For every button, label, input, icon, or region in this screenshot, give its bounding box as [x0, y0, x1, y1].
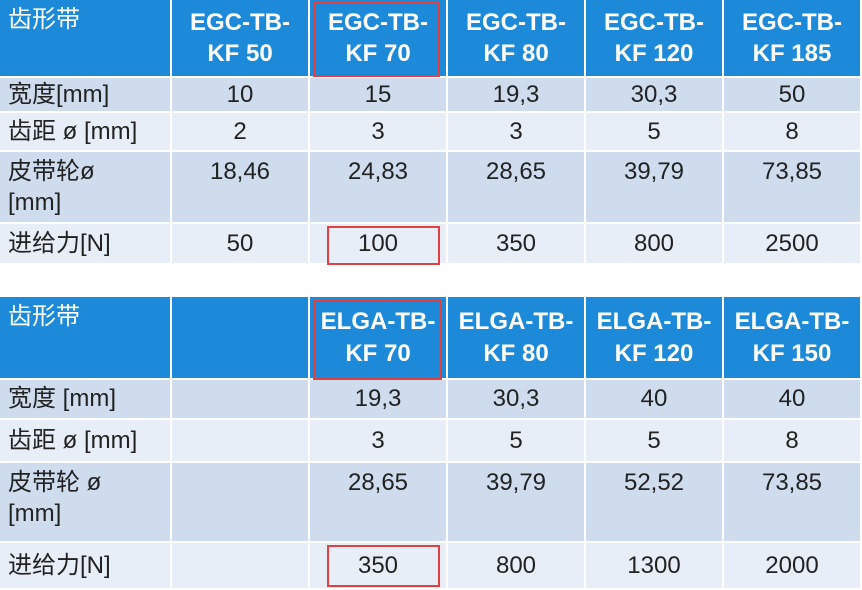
table-cell: 73,85: [724, 463, 860, 541]
table-cell: 5: [448, 420, 584, 461]
table-cell: 30,3: [586, 78, 722, 111]
table-cell: 2000: [724, 543, 860, 588]
table-cell: 8: [724, 113, 860, 150]
table-cell: 皮带轮ø [mm]: [0, 152, 170, 222]
table-cell: 30,3: [448, 380, 584, 418]
table-cell: EGC-TB- KF 185: [724, 0, 860, 76]
table-cell: 100: [310, 224, 446, 263]
table-cell: 5: [586, 113, 722, 150]
table-cell: 19,3: [310, 380, 446, 418]
table-cell: 皮带轮 ø [mm]: [0, 463, 170, 541]
table-cell: ELGA-TB- KF 70: [310, 297, 446, 378]
table-cell: 10: [172, 78, 308, 111]
table-cell: 52,52: [586, 463, 722, 541]
table-cell: 28,65: [310, 463, 446, 541]
table-cell: 5: [586, 420, 722, 461]
table-cell: 3: [310, 113, 446, 150]
table-cell: 40: [586, 380, 722, 418]
table-cell: 进给力[N]: [0, 224, 170, 263]
table-cell: EGC-TB- KF 70: [310, 0, 446, 76]
table-cell: 350: [310, 543, 446, 588]
table-cell: ELGA-TB- KF 120: [586, 297, 722, 378]
table-cell: 39,79: [586, 152, 722, 222]
table-cell: 40: [724, 380, 860, 418]
table-cell: 1300: [586, 543, 722, 588]
table-cell: 24,83: [310, 152, 446, 222]
table-cell: 宽度 [mm]: [0, 380, 170, 418]
table-cell: 宽度[mm]: [0, 78, 170, 111]
table-cell: 73,85: [724, 152, 860, 222]
table-cell: 3: [448, 113, 584, 150]
table-cell: 进给力[N]: [0, 543, 170, 588]
table-cell: [172, 543, 308, 588]
table-cell: 800: [586, 224, 722, 263]
table-cell: EGC-TB- KF 120: [586, 0, 722, 76]
table-cell: 3: [310, 420, 446, 461]
table-cell: 齿距 ø [mm]: [0, 113, 170, 150]
table-cell: 8: [724, 420, 860, 461]
table-cell: 50: [724, 78, 860, 111]
table-cell: 50: [172, 224, 308, 263]
table-cell: 350: [448, 224, 584, 263]
table-cell: [172, 420, 308, 461]
table-cell: 齿形带: [0, 297, 170, 378]
table-cell: [172, 463, 308, 541]
table-cell: EGC-TB- KF 50: [172, 0, 308, 76]
table-cell: 齿形带: [0, 0, 170, 76]
table-cell: 齿距 ø [mm]: [0, 420, 170, 461]
table-cell: ELGA-TB- KF 80: [448, 297, 584, 378]
table-cell: 2500: [724, 224, 860, 263]
table-cell: 15: [310, 78, 446, 111]
table-cell: 800: [448, 543, 584, 588]
table-cell: [172, 297, 308, 378]
table-cell: EGC-TB- KF 80: [448, 0, 584, 76]
table-cell: 18,46: [172, 152, 308, 222]
table-cell: ELGA-TB- KF 150: [724, 297, 860, 378]
table-cell: 19,3: [448, 78, 584, 111]
table-cell: [172, 380, 308, 418]
table-cell: 2: [172, 113, 308, 150]
table-cell: 28,65: [448, 152, 584, 222]
table-cell: 39,79: [448, 463, 584, 541]
